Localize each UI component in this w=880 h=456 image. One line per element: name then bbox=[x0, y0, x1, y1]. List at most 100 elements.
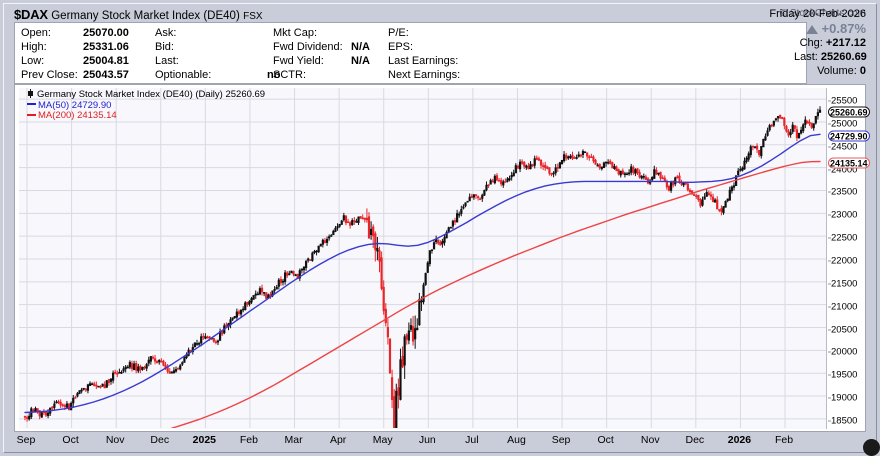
x-axis-label: Dec bbox=[685, 434, 705, 446]
y-axis-label: 24000 bbox=[831, 164, 858, 176]
chart-container[interactable]: Germany Stock Market Index (DE40) (Daily… bbox=[14, 84, 870, 432]
quote-field-value: N/A bbox=[351, 55, 370, 67]
legend-ma50-text: MA(50) 24729.90 bbox=[38, 99, 112, 111]
legend-price-line: Germany Stock Market Index (DE40) (Daily… bbox=[27, 89, 266, 101]
y-axis-label: 21500 bbox=[831, 278, 858, 290]
series-MA(50) bbox=[24, 133, 821, 414]
quote-field-label: Next Earnings: bbox=[388, 69, 461, 81]
y-axis-tick bbox=[828, 123, 831, 125]
quote-field-label: Prev Close: bbox=[21, 69, 78, 81]
legend-ma200-text: MA(200) 24135.14 bbox=[38, 110, 117, 122]
stockcharts-credit: © StockCharts.com bbox=[779, 8, 866, 19]
y-axis-tick bbox=[828, 329, 831, 330]
legend-ma50-line: MA(50) 24729.90 bbox=[27, 99, 265, 112]
ticker-symbol: $DAX bbox=[14, 7, 48, 22]
x-axis-label: Jun bbox=[418, 434, 436, 446]
y-axis-label: 23000 bbox=[831, 209, 858, 221]
change-value: +217.12 bbox=[825, 37, 866, 49]
quote-field-value: 25043.57 bbox=[83, 69, 129, 81]
y-axis-tick bbox=[828, 191, 831, 193]
series-MA(200) bbox=[169, 160, 821, 428]
up-arrow-icon bbox=[805, 24, 818, 34]
percent-change: +0.87% bbox=[794, 22, 866, 36]
x-axis-label: Oct bbox=[62, 434, 79, 446]
quote-field-label: SCTR: bbox=[273, 69, 306, 81]
quote-summary: Friday 20-Feb-2026 +0.87% Chg: +217.12 L… bbox=[769, 8, 867, 84]
change-label: Chg: bbox=[799, 37, 823, 49]
quote-panel: Open: 25070.00 High: 25331.06 Low: 25004.81 Pr… bbox=[14, 22, 807, 84]
ma200-swatch-icon bbox=[27, 113, 36, 116]
x-axis-label: Nov bbox=[640, 434, 660, 446]
price-tag-price: 25260.69 bbox=[828, 106, 870, 118]
x-axis-label: Sep bbox=[16, 434, 36, 446]
y-axis-tick bbox=[828, 237, 831, 239]
y-axis-tick bbox=[828, 169, 831, 171]
y-axis-label: 25500 bbox=[831, 95, 858, 107]
y-axis-label: 20000 bbox=[831, 346, 858, 358]
y-axis-label: 23500 bbox=[831, 186, 858, 198]
x-axis-label: Feb bbox=[774, 434, 794, 446]
quote-field-label: Bid: bbox=[155, 41, 174, 53]
x-axis-label: Sep bbox=[551, 434, 571, 446]
last-label: Last: bbox=[794, 51, 818, 63]
y-axis-label: 18500 bbox=[831, 415, 858, 427]
x-axis-label: Oct bbox=[597, 434, 614, 446]
quote-field-value: 25070.00 bbox=[83, 27, 129, 39]
y-axis-label: 24500 bbox=[831, 141, 858, 153]
y-axis-label: 19500 bbox=[831, 369, 858, 381]
y-axis: 18500 19000 19500 20000 20500 21000 21500 22000… bbox=[828, 88, 870, 429]
ma50-swatch-icon bbox=[27, 103, 36, 105]
quote-field-label: Low: bbox=[21, 55, 45, 67]
y-axis-tick bbox=[828, 283, 831, 285]
x-axis-label: Nov bbox=[105, 434, 125, 446]
volume-label: Volume: bbox=[817, 65, 857, 77]
x-axis-label: Feb bbox=[239, 434, 258, 446]
quote-field-label: EPS: bbox=[388, 41, 414, 53]
chart-title: $DAX Germany Stock Market Index (DE40) F… bbox=[14, 7, 263, 22]
quote-field-label: Mkt Cap: bbox=[273, 27, 318, 39]
y-axis-label: 22000 bbox=[831, 255, 858, 267]
last-value: 25260.69 bbox=[820, 51, 867, 63]
y-axis-label: 19000 bbox=[831, 392, 858, 404]
y-axis-tick bbox=[828, 351, 831, 353]
gridlines bbox=[19, 88, 826, 428]
percent-change-value: +0.87% bbox=[821, 21, 866, 36]
x-axis-label: Aug bbox=[507, 434, 526, 446]
quote-field-value: 25331.06 bbox=[83, 41, 129, 53]
x-axis-label: 2026 bbox=[727, 434, 752, 446]
y-axis-tick bbox=[828, 420, 831, 422]
quote-field-label: High: bbox=[21, 41, 47, 53]
candlesticks bbox=[23, 106, 822, 428]
x-axis: Sep Oct Nov Dec 2025 Feb Mar Apr May Jun Jul Aug Sep… bbox=[14, 432, 866, 450]
y-axis-label: 21000 bbox=[831, 301, 858, 313]
y-axis-tick bbox=[828, 100, 831, 102]
quote-field-label: Last: bbox=[155, 55, 179, 67]
x-axis-label: 2025 bbox=[192, 434, 217, 446]
legend-price-text: Germany Stock Market Index (DE40) (Daily… bbox=[37, 89, 266, 101]
quote-field-value: no bbox=[267, 69, 281, 81]
x-axis-label: Apr bbox=[329, 434, 347, 446]
price-tag-ma200: 24135.14 bbox=[828, 157, 870, 169]
quote-field-value: 25004.81 bbox=[83, 55, 129, 67]
x-axis-label: May bbox=[372, 434, 393, 446]
y-axis-tick bbox=[828, 397, 831, 399]
plot-area[interactable]: Germany Stock Market Index (DE40) (Daily… bbox=[19, 88, 827, 429]
x-axis-label: Mar bbox=[284, 434, 303, 446]
legend-ma200-line: MA(200) 24135.14 bbox=[27, 110, 265, 122]
quote-field-label: Fwd Yield: bbox=[273, 55, 324, 67]
candlestick-icon bbox=[27, 89, 35, 98]
resize-handle[interactable] bbox=[863, 439, 880, 456]
y-axis-tick bbox=[828, 306, 831, 308]
y-axis-tick bbox=[828, 374, 831, 376]
last-row: Last: 25260.69 bbox=[794, 50, 867, 64]
quote-field-label: Ask: bbox=[155, 27, 177, 39]
y-axis-label: 22500 bbox=[831, 232, 858, 244]
y-axis-tick bbox=[828, 260, 831, 262]
y-axis-label: 25000 bbox=[831, 118, 858, 130]
quote-date: Friday 20-Feb-2026 bbox=[769, 8, 866, 20]
y-axis-label: 20500 bbox=[831, 324, 858, 335]
volume-row: Volume: 0 bbox=[794, 64, 866, 78]
chart-legend: Germany Stock Market Index (DE40) (Daily… bbox=[27, 89, 266, 122]
quote-field-label: Optionable: bbox=[155, 69, 212, 81]
